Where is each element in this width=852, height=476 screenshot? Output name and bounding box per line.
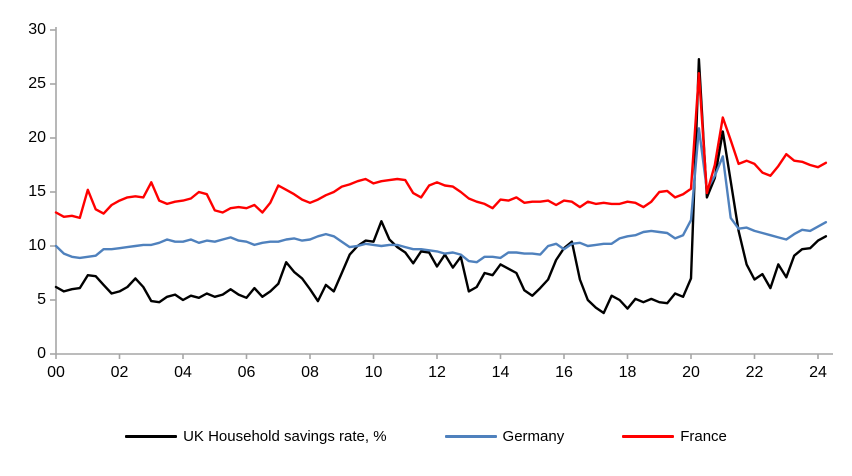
x-tick-label: 10 bbox=[364, 364, 383, 381]
chart-svg bbox=[50, 27, 833, 359]
x-tick-label: 04 bbox=[174, 364, 192, 381]
y-tick-label: 25 bbox=[28, 75, 46, 92]
x-tick-label: 08 bbox=[301, 364, 319, 381]
y-tick-label: 15 bbox=[28, 183, 46, 200]
legend-item-france: France bbox=[622, 428, 727, 445]
y-tick-label: 5 bbox=[37, 291, 46, 308]
series-line-0 bbox=[54, 58, 828, 315]
y-tick-label: 10 bbox=[28, 237, 46, 254]
y-tick-label: 20 bbox=[28, 129, 46, 146]
x-tick-label: 00 bbox=[47, 364, 65, 381]
x-tick-label: 22 bbox=[745, 364, 764, 381]
germany-legend-label: Germany bbox=[502, 428, 565, 445]
y-tick-label: 0 bbox=[37, 345, 46, 362]
germany-line-swatch bbox=[444, 435, 497, 438]
x-tick-label: 14 bbox=[491, 364, 510, 381]
chart-legend: UK Household savings rate, % Germany Fra… bbox=[0, 428, 852, 445]
x-tick-label: 16 bbox=[555, 364, 573, 381]
x-tick-label: 24 bbox=[809, 364, 827, 381]
france-legend-label: France bbox=[680, 428, 727, 445]
y-tick-label: 30 bbox=[28, 21, 46, 38]
series-line-2 bbox=[54, 71, 828, 220]
legend-item-germany: Germany bbox=[444, 428, 565, 445]
legend-item-uk: UK Household savings rate, % bbox=[125, 428, 387, 445]
x-tick-label: 02 bbox=[110, 364, 129, 381]
france-line-swatch bbox=[622, 435, 675, 438]
uk-line-swatch bbox=[125, 435, 178, 438]
series-line-1 bbox=[54, 127, 828, 264]
x-tick-label: 06 bbox=[237, 364, 256, 381]
x-tick-label: 20 bbox=[682, 364, 700, 381]
uk-legend-label: UK Household savings rate, % bbox=[183, 428, 387, 445]
x-tick-label: 12 bbox=[428, 364, 446, 381]
x-tick-label: 18 bbox=[618, 364, 637, 381]
